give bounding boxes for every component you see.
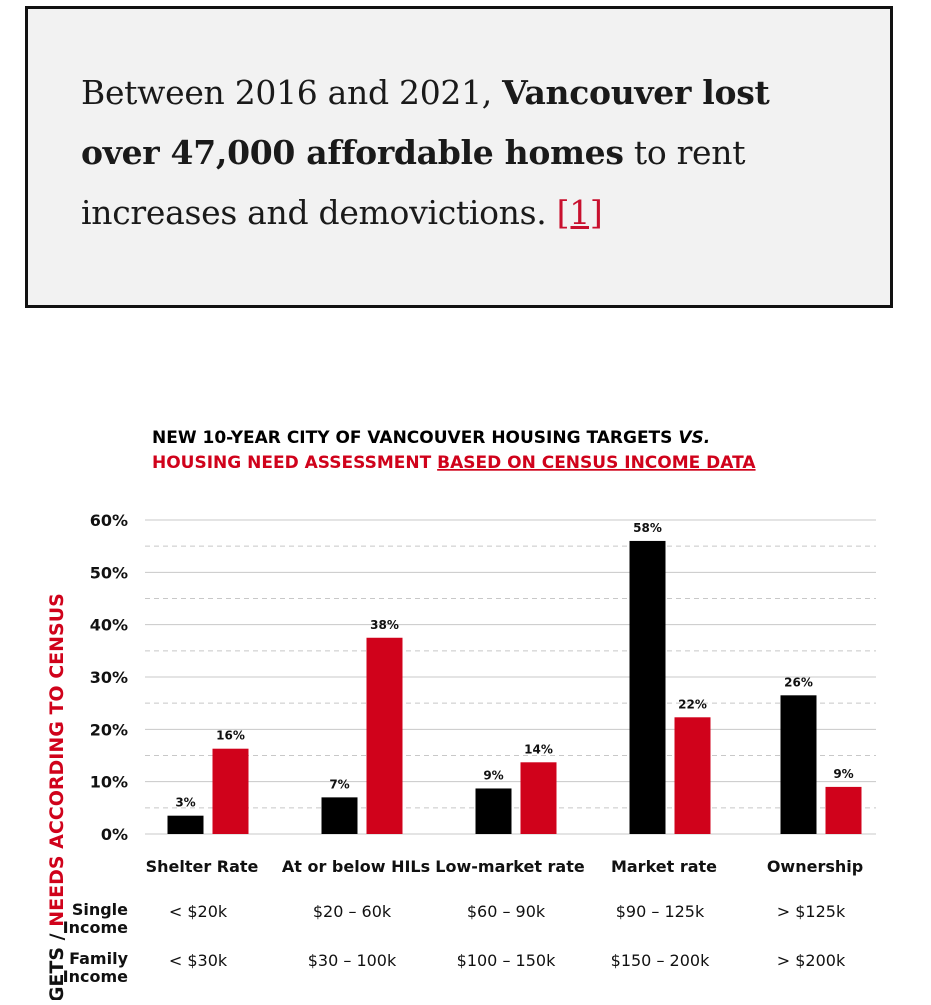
category-label: At or below HILs <box>282 857 430 876</box>
income-value: $100 – 150k <box>457 951 556 970</box>
bar-target <box>321 797 358 834</box>
data-label: 3% <box>175 796 195 810</box>
income-row-label: Family <box>69 949 128 968</box>
bar-need <box>520 762 557 834</box>
y-axis-ticks: 0% 10% 20% 30% 40% 50% 60% <box>90 511 128 844</box>
income-value: < $20k <box>169 902 228 921</box>
grid <box>145 519 876 835</box>
y-tick-label: 10% <box>90 773 128 792</box>
y-tick-label: 0% <box>101 825 128 844</box>
data-label: 7% <box>329 777 349 791</box>
bars <box>167 540 862 834</box>
bar-target <box>780 695 817 834</box>
income-value: $60 – 90k <box>467 902 546 921</box>
data-label: 16% <box>216 729 245 743</box>
category-labels: Shelter Rate At or below HILs Low-market r… <box>146 857 864 876</box>
income-row-label: Single <box>72 900 128 919</box>
income-value: $90 – 125k <box>616 902 705 921</box>
bar-need <box>674 717 711 834</box>
category-label: Market rate <box>611 857 717 876</box>
income-value: > $125k <box>777 902 846 921</box>
category-label: Shelter Rate <box>146 857 259 876</box>
chart-title-line2-underlined: BASED ON CENSUS INCOME DATA <box>437 453 756 473</box>
income-value: < $30k <box>169 951 228 970</box>
callout-text-post: to rent increases and demovictions. <box>81 133 746 232</box>
bar-labels: 3% 7% 9% 58% 26% 16% 38% 14% 22% 9% <box>175 521 853 810</box>
y-tick-label: 20% <box>90 720 128 739</box>
data-label: 22% <box>678 697 707 711</box>
bar-need <box>825 786 862 834</box>
y-axis-label: TARGETS / NEEDS ACCORDING TO CENSUS <box>46 593 68 1000</box>
income-value: $30 – 100k <box>308 951 397 970</box>
bar-target <box>475 788 512 834</box>
category-label: Ownership <box>767 857 863 876</box>
data-label: 9% <box>833 767 853 781</box>
callout-text: Between 2016 and 2021, Vancouver lost ov… <box>81 63 841 243</box>
y-tick-label: 30% <box>90 668 128 687</box>
category-label: Low-market rate <box>435 857 585 876</box>
bar-need <box>366 637 403 834</box>
income-row-label: Income <box>63 918 128 937</box>
income-value: $20 – 60k <box>313 902 392 921</box>
chart-title-line1-prefix: NEW 10-YEAR CITY OF VANCOUVER HOUSING TA… <box>152 428 678 448</box>
bar-need <box>212 748 249 834</box>
data-label: 38% <box>370 618 399 632</box>
reference-link[interactable]: [1] <box>556 193 603 232</box>
bar-target <box>629 540 666 834</box>
chart-title: NEW 10-YEAR CITY OF VANCOUVER HOUSING TA… <box>152 428 756 473</box>
y-tick-label: 40% <box>90 616 128 635</box>
callout-text-bold: Vancouver lost over 47,000 affordable ho… <box>81 73 770 172</box>
y-axis-label-part1: TARGETS / <box>46 927 68 1000</box>
chart-title-line1-italic: VS. <box>678 428 710 448</box>
income-value: > $200k <box>777 951 846 970</box>
data-label: 9% <box>483 768 503 782</box>
y-axis-label-part2: NEEDS ACCORDING TO CENSUS <box>46 593 68 927</box>
callout-box: Between 2016 and 2021, Vancouver lost ov… <box>25 6 893 308</box>
income-value: $150 – 200k <box>611 951 710 970</box>
callout-text-pre: Between 2016 and 2021, <box>81 73 503 112</box>
chart-title-line2-prefix: HOUSING NEED ASSESSMENT <box>152 453 437 473</box>
y-tick-label: 50% <box>90 563 128 582</box>
chart-title-line2: HOUSING NEED ASSESSMENT BASED ON CENSUS … <box>152 453 756 473</box>
data-label: 58% <box>633 521 662 535</box>
housing-chart: NEW 10-YEAR CITY OF VANCOUVER HOUSING TA… <box>0 400 931 1005</box>
bar-target <box>167 815 204 834</box>
data-label: 14% <box>524 742 553 756</box>
data-label: 26% <box>784 675 813 689</box>
chart-svg: NEW 10-YEAR CITY OF VANCOUVER HOUSING TA… <box>46 428 876 1005</box>
income-row-label: Income <box>63 967 128 986</box>
chart-title-line1: NEW 10-YEAR CITY OF VANCOUVER HOUSING TA… <box>152 428 710 448</box>
y-tick-label: 60% <box>90 511 128 530</box>
